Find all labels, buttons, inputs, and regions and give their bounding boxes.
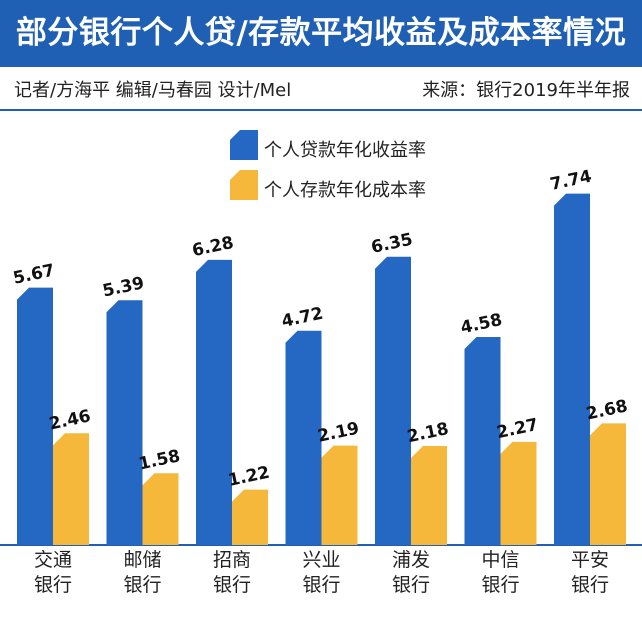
category-label-line: 银行 bbox=[33, 574, 72, 596]
data-label-loan: 6.35 bbox=[369, 230, 414, 258]
data-label-deposit: 2.27 bbox=[495, 415, 540, 443]
category-label-line: 银行 bbox=[570, 574, 609, 596]
bar-deposit-cost bbox=[411, 446, 447, 545]
bar-loan-yield bbox=[106, 300, 143, 545]
data-label-deposit: 1.58 bbox=[137, 446, 182, 474]
data-label-loan: 5.67 bbox=[11, 261, 56, 289]
category-label-line: 中信 bbox=[481, 549, 520, 571]
legend-swatch-deposit bbox=[230, 170, 258, 200]
data-label-loan: 6.28 bbox=[190, 233, 235, 261]
category-label: 中信 银行 bbox=[463, 548, 539, 598]
bar-loan-yield bbox=[375, 256, 411, 545]
data-label-loan: 4.72 bbox=[280, 304, 325, 332]
category-label: 浦发 银行 bbox=[373, 548, 449, 598]
category-label: 兴业 银行 bbox=[284, 548, 360, 598]
data-label-deposit: 2.68 bbox=[584, 396, 629, 424]
bar-deposit-cost bbox=[232, 489, 268, 545]
bar-loan-yield bbox=[554, 193, 590, 545]
category-label-line: 浦发 bbox=[391, 549, 430, 571]
category-label-line: 招商 bbox=[212, 549, 251, 571]
data-label-deposit: 2.46 bbox=[47, 406, 92, 434]
source-text: 来源：银行2019年半年报 bbox=[422, 80, 630, 101]
category-label-line: 银行 bbox=[391, 574, 430, 596]
page-title: 部分银行个人贷/存款平均收益及成本率情况 bbox=[15, 15, 627, 51]
bar-deposit-cost bbox=[590, 423, 626, 545]
category-label-line: 兴业 bbox=[302, 549, 341, 571]
title-banner bbox=[0, 0, 642, 67]
category-label-line: 平安 bbox=[570, 549, 609, 571]
bar-deposit-cost bbox=[500, 441, 537, 545]
category-label-line: 银行 bbox=[212, 574, 251, 596]
legend-label-loan: 个人贷款年化收益率 bbox=[264, 140, 426, 161]
bar-deposit-cost bbox=[142, 473, 179, 545]
data-label-loan: 7.74 bbox=[548, 167, 593, 195]
bar-loan-yield bbox=[196, 259, 232, 545]
bar-deposit-cost bbox=[321, 445, 358, 545]
category-label-line: 银行 bbox=[123, 574, 162, 596]
category-label: 交通 银行 bbox=[15, 548, 91, 598]
data-label-loan: 5.39 bbox=[101, 273, 146, 301]
legend-swatch-loan bbox=[230, 130, 258, 160]
data-label-deposit: 2.18 bbox=[405, 419, 450, 447]
category-label-line: 邮储 bbox=[123, 549, 162, 571]
bar-loan-yield bbox=[285, 330, 322, 545]
data-label-loan: 4.58 bbox=[459, 310, 504, 338]
legend-label-deposit: 个人存款年化成本率 bbox=[264, 180, 426, 201]
category-label-line: 银行 bbox=[302, 574, 341, 596]
category-label-line: 交通 bbox=[33, 549, 72, 571]
data-label-deposit: 2.19 bbox=[316, 419, 361, 447]
category-label: 邮储 银行 bbox=[105, 548, 181, 598]
bar-loan-yield bbox=[17, 287, 53, 545]
bar-loan-yield bbox=[464, 337, 501, 545]
category-label: 招商 银行 bbox=[194, 548, 270, 598]
credits-text: 记者/方海平 编辑/马春园 设计/Mel bbox=[14, 80, 292, 101]
data-label-deposit: 1.22 bbox=[226, 463, 271, 491]
category-label: 平安 银行 bbox=[552, 548, 628, 598]
category-label-line: 银行 bbox=[481, 574, 520, 596]
bar-deposit-cost bbox=[53, 433, 89, 545]
header-divider bbox=[0, 109, 642, 111]
